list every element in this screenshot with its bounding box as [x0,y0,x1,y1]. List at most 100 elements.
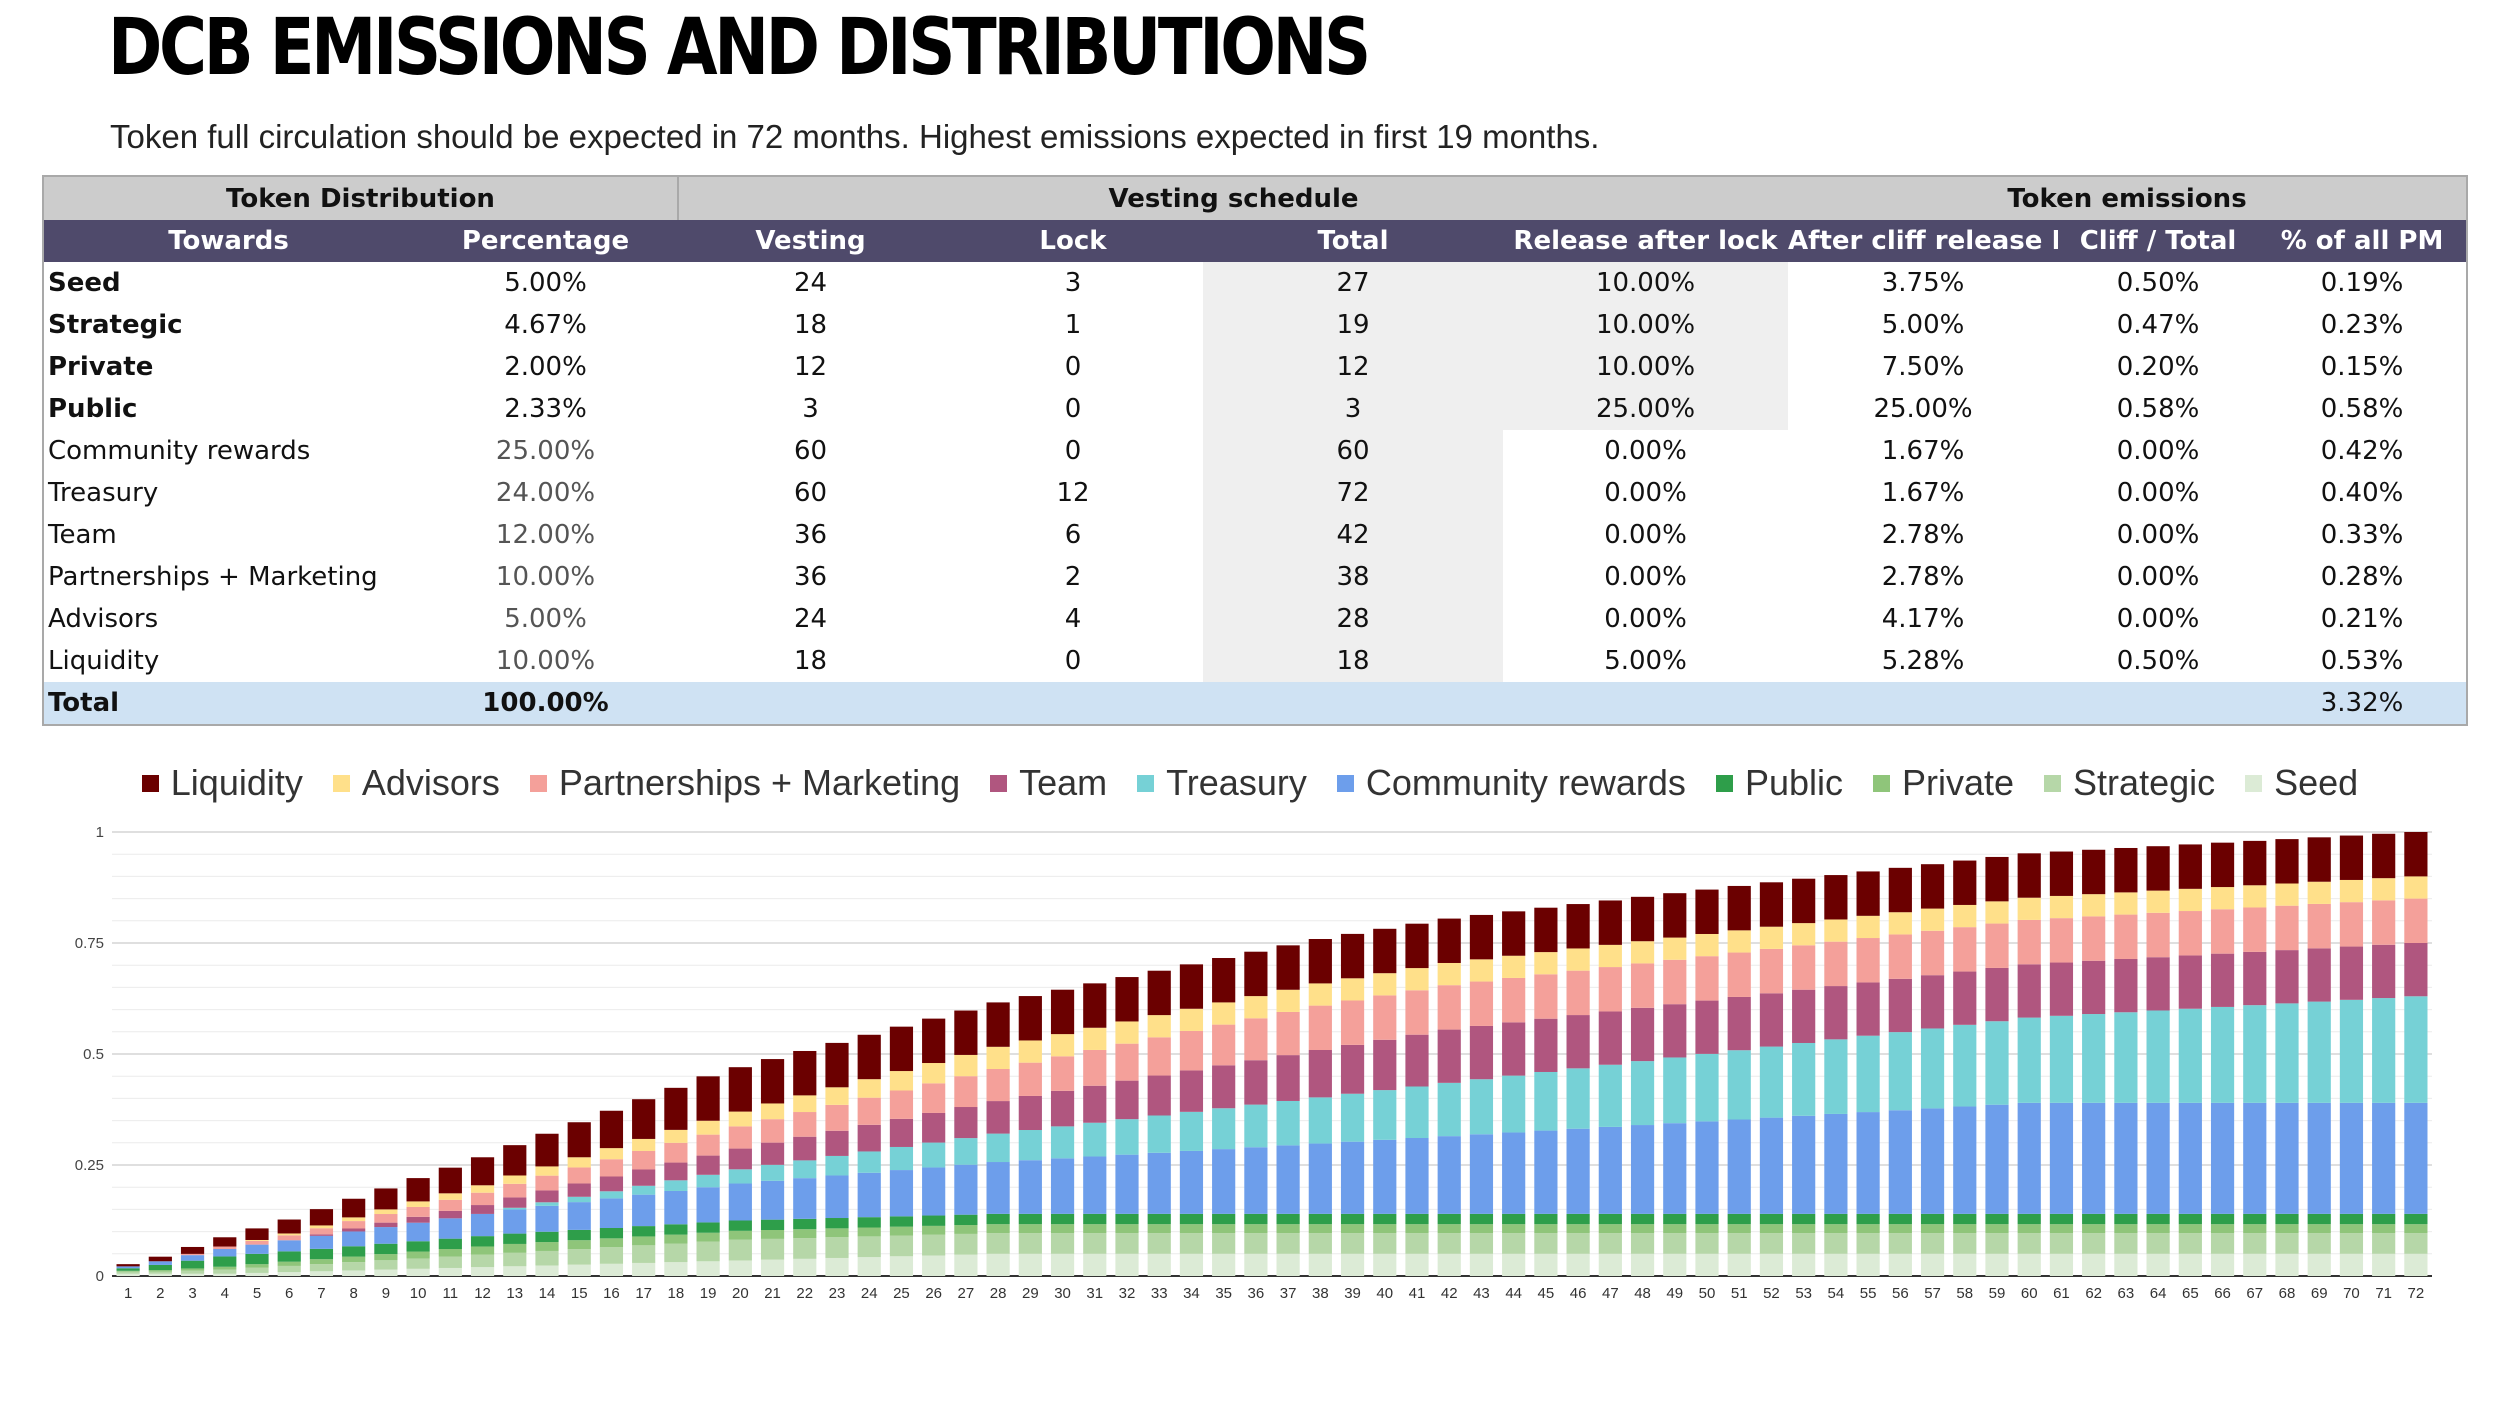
bar-segment-community-rewards [1437,1136,1461,1214]
bar-segment-partnerships-marketing [1405,990,1429,1035]
bar-segment-seed [760,1259,785,1276]
bar-segment-advisors [277,1233,301,1236]
bar-segment-private [1018,1224,1042,1234]
bar-segment-private [2017,1224,2041,1234]
bar-segment-partnerships-marketing [1437,985,1461,1030]
x-tick-label: 6 [285,1285,293,1302]
bar-segment-treasury [728,1169,752,1184]
bar-segment-advisors [664,1129,688,1143]
bar-segment-seed [2146,1253,2170,1276]
x-tick-label: 48 [1634,1285,1651,1302]
x-tick-label: 3 [188,1285,196,1302]
legend-label: Treasury [1166,762,1307,803]
bar-segment-community-rewards [1985,1104,2009,1214]
bar-segment-liquidity [2404,832,2428,877]
bar-segment-team [922,1112,946,1143]
cell-release-after-lock: 0.00% [1604,604,1687,634]
bar-segment-partnerships-marketing [1147,1037,1171,1076]
bar-segment-seed [1179,1253,1204,1276]
bar-segment-partnerships-marketing [2372,900,2396,945]
bar-segment-liquidity [857,1034,881,1080]
bar-segment-partnerships-marketing [632,1150,656,1170]
bar-segment-private [825,1228,849,1238]
bar-segment-public [857,1217,881,1228]
bar-segment-seed [825,1257,849,1276]
bar-segment-seed [2049,1253,2074,1276]
col-header-vesting: Vesting [678,220,943,262]
bar-segment-private [1953,1224,1977,1234]
bar-segment-community-rewards [2017,1102,2041,1214]
bar-segment-advisors [1050,1034,1075,1057]
bar-segment-public [342,1246,366,1257]
bar-segment-advisors [567,1157,591,1168]
cell-pct-all-pm: 0.58% [2320,394,2404,424]
bar-segment-team [632,1169,656,1186]
bar-segment-public [1212,1213,1236,1225]
bar-segment-liquidity [922,1018,946,1064]
x-tick-label: 62 [2085,1285,2102,1302]
x-tick-label: 50 [1699,1285,1716,1302]
bar-segment-liquidity [1437,918,1461,963]
bar-segment-liquidity [1953,860,1977,905]
bar-segment-seed [857,1257,881,1276]
bar-segment-private [213,1266,237,1270]
bar-segment-seed [922,1255,946,1276]
cell-lock: 0 [1064,436,1082,466]
cell-lock: 12 [1056,478,1090,508]
bar-segment-public [1663,1213,1687,1225]
bar-segment-treasury [793,1160,817,1179]
bar-segment-advisors [309,1225,334,1229]
cell-towards: Public [48,394,138,424]
bar-segment-treasury [2210,1006,2235,1103]
x-tick-label: 4 [221,1285,229,1302]
bar-segment-private [2049,1224,2074,1234]
cell-total-empty [1788,682,2059,725]
bar-segment-advisors [1115,1021,1139,1044]
group-header-vesting: Vesting schedule [676,175,1789,220]
bar-segment-seed [374,1269,398,1276]
legend-item: Advisors [332,762,500,804]
bar-segment-private [1437,1224,1461,1234]
x-tick-label: 49 [1666,1285,1683,1302]
bar-segment-team [1469,1025,1494,1080]
bar-segment-community-rewards [2049,1102,2074,1214]
bar-segment-strategic [2114,1233,2138,1254]
bar-segment-community-rewards [2339,1102,2364,1214]
bar-segment-private [2178,1224,2202,1234]
cell-towards: Advisors [48,604,159,634]
bar-segment-partnerships-marketing [213,1246,237,1250]
bar-segment-seed [1308,1253,1332,1276]
bar-segment-public [760,1219,785,1231]
bar-segment-team [760,1142,785,1165]
cell-percentage: 5.00% [504,604,587,634]
bar-segment-seed [1469,1253,1494,1276]
bar-segment-advisors [2339,879,2364,903]
bar-segment-partnerships-marketing [1340,1000,1365,1045]
bar-segment-partnerships-marketing [277,1235,301,1241]
bar-segment-advisors [2049,895,2074,919]
bar-segment-seed [245,1272,269,1276]
bar-segment-advisors [1759,926,1784,949]
bar-segment-team [2372,944,2396,999]
bar-segment-liquidity [438,1167,462,1194]
legend-swatch [1873,774,1890,792]
x-tick-label: 34 [1183,1285,1200,1302]
bar-segment-advisors [1953,904,1977,928]
bar-segment-strategic [632,1245,656,1263]
bar-segment-strategic [1115,1233,1139,1254]
bar-segment-treasury [2178,1008,2202,1103]
bar-segment-strategic [1663,1233,1687,1254]
y-tick-label: 0.25 [75,1157,104,1174]
bar-segment-partnerships-marketing [374,1214,398,1223]
bar-segment-seed [632,1262,656,1276]
bar-segment-private [889,1226,914,1236]
bar-segment-treasury [2082,1014,2106,1103]
bar-segment-team [2307,948,2331,1002]
bar-segment-treasury [2275,1003,2299,1103]
bar-segment-private [857,1227,881,1237]
bar-segment-liquidity [1824,875,1848,920]
bar-segment-liquidity [825,1042,849,1088]
bar-segment-seed [277,1272,301,1276]
bar-segment-community-rewards [760,1180,785,1220]
